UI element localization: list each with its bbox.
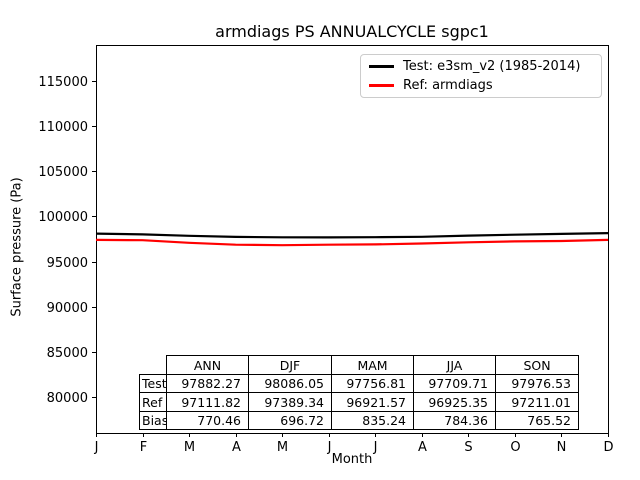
table-cell: 770.46 [166,411,249,430]
y-tick-label: 100000 [38,210,88,225]
table-cell: 97976.53 [495,374,579,393]
y-tick-label: 115000 [38,75,88,90]
table-rowlabel-ref: Ref [139,392,167,412]
table-cell: 96921.57 [331,392,414,412]
table-cell: 97709.71 [413,374,496,393]
legend-label-test: Test: e3sm_v2 (1985-2014) [403,59,581,74]
x-tick-label: A [418,440,427,455]
chart-title: armdiags PS ANNUALCYCLE sgpc1 [215,22,489,41]
table-cell: 98086.05 [248,374,332,393]
table-header-djf: DJF [248,355,332,375]
table-header-ann: ANN [166,355,249,375]
table-cell: 765.52 [495,411,579,430]
x-tick-label: N [557,440,567,455]
table-header-mam: MAM [331,355,414,375]
table-header-jja: JJA [413,355,496,375]
table-cell: 97882.27 [166,374,249,393]
table-cell: 97211.01 [495,392,579,412]
x-tick-label: J [94,440,99,455]
table-cell: 97111.82 [166,392,249,412]
x-tick-label: D [603,440,613,455]
x-tick-label: S [464,440,472,455]
table-rowlabel-test: Test [139,374,167,393]
legend: Test: e3sm_v2 (1985-2014) Ref: armdiags [360,54,602,98]
y-tick-label: 95000 [47,256,88,271]
x-tick-label: M [277,440,288,455]
series-line-ref [95,238,609,247]
x-tick-label: O [510,440,520,455]
x-axis-label: Month [331,452,373,467]
y-tick-label: 85000 [47,346,88,361]
y-tick-label: 105000 [38,165,88,180]
ref-line-sample [369,84,394,87]
x-tick-label: A [232,440,241,455]
table-cell: 97389.34 [248,392,332,412]
y-axis-label: Surface pressure (Pa) [9,177,25,317]
legend-label-ref: Ref: armdiags [403,78,493,93]
x-tick-label: J [373,440,378,455]
x-tick-label: J [327,440,332,455]
series-line-test [95,232,609,239]
table-cell: 835.24 [331,411,414,430]
table-cell: 96925.35 [413,392,496,412]
table-cell: 696.72 [248,411,332,430]
y-tick-label: 90000 [47,301,88,316]
x-tick-label: F [140,440,147,455]
legend-entry-ref: Ref: armdiags [369,76,593,95]
test-line-sample [369,65,394,68]
table-rowlabel-bias: Bias [139,411,167,430]
table-header-son: SON [495,355,579,375]
table-cell: 97756.81 [331,374,414,393]
x-tick-label: M [184,440,195,455]
y-tick-label: 80000 [47,391,88,406]
table-cell: 784.36 [413,411,496,430]
legend-entry-test: Test: e3sm_v2 (1985-2014) [369,57,593,76]
y-tick-label: 110000 [38,120,88,135]
